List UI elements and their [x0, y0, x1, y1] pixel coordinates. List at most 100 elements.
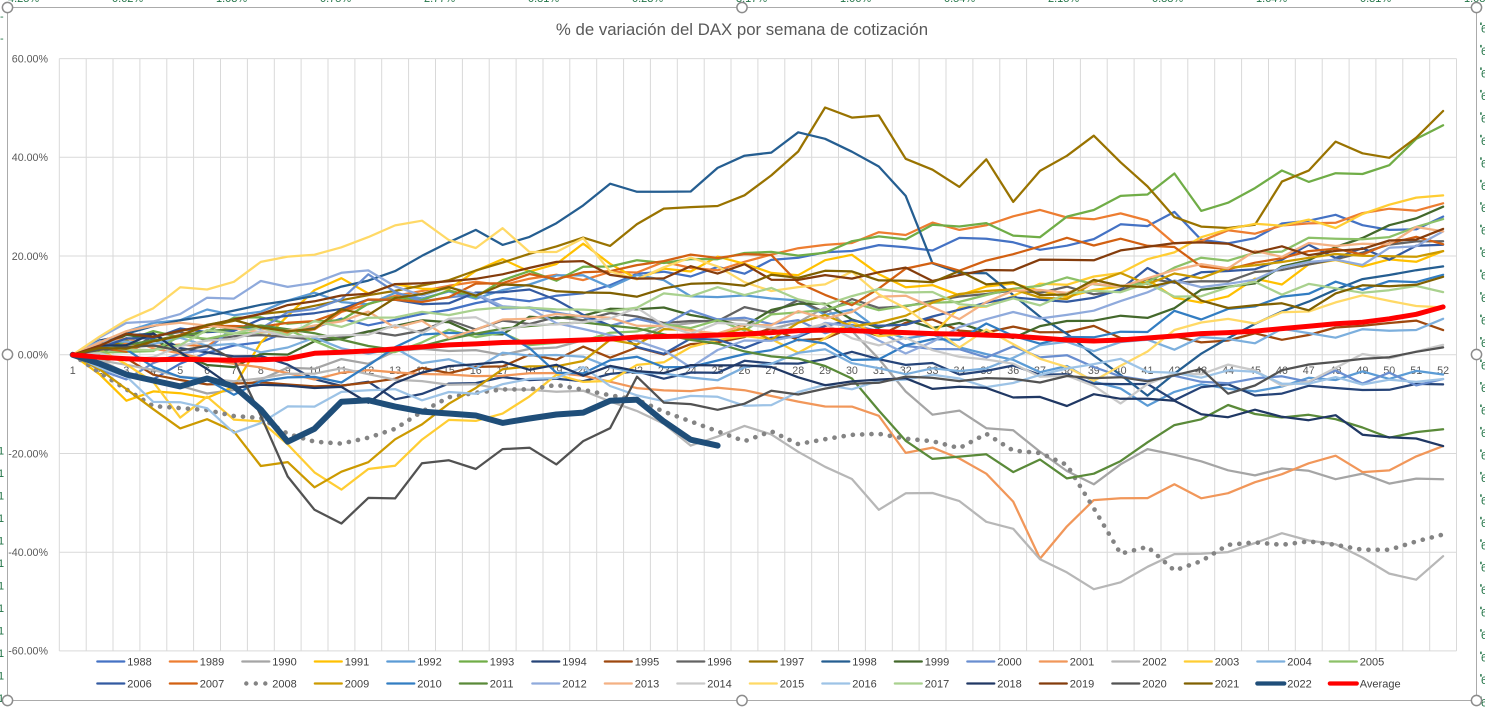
svg-text:6: 6: [1481, 653, 1485, 665]
svg-text:1: 1: [0, 558, 4, 570]
svg-text:0.23%: 0.23%: [632, 0, 663, 5]
svg-text:6: 6: [1481, 113, 1485, 125]
svg-text:0.81%: 0.81%: [528, 0, 559, 5]
svg-text:6: 6: [1481, 518, 1485, 530]
svg-text:37: 37: [1034, 365, 1046, 377]
svg-text:15: 15: [443, 365, 455, 377]
svg-text:6: 6: [1481, 316, 1485, 328]
svg-text:Average: Average: [1360, 678, 1401, 690]
svg-text:6: 6: [1481, 271, 1485, 283]
svg-text:2013: 2013: [635, 678, 659, 690]
svg-text:5: 5: [177, 365, 183, 377]
svg-text:47: 47: [1303, 365, 1315, 377]
svg-text:1: 1: [0, 670, 4, 682]
svg-text:1991: 1991: [345, 656, 369, 668]
svg-text:1: 1: [0, 648, 4, 660]
svg-text:52: 52: [1437, 365, 1449, 377]
svg-text:1: 1: [0, 625, 4, 637]
svg-text:6: 6: [1481, 24, 1485, 36]
svg-text:1992: 1992: [417, 656, 441, 668]
svg-text:6: 6: [1481, 226, 1485, 238]
svg-text:-60.00%: -60.00%: [8, 646, 48, 658]
svg-text:6: 6: [1481, 91, 1485, 103]
svg-text:1996: 1996: [707, 656, 731, 668]
svg-text:0.31%: 0.31%: [1360, 0, 1391, 5]
svg-text:1988: 1988: [127, 656, 151, 668]
svg-text:1.64%: 1.64%: [1256, 0, 1287, 5]
svg-text:25: 25: [712, 365, 724, 377]
svg-text:1993: 1993: [490, 656, 514, 668]
svg-text:19: 19: [550, 365, 562, 377]
svg-text:2003: 2003: [1215, 656, 1239, 668]
svg-text:6: 6: [204, 365, 210, 377]
svg-text:39: 39: [1088, 365, 1100, 377]
svg-text:2011: 2011: [490, 678, 514, 690]
svg-text:0.75%: 0.75%: [320, 0, 351, 5]
svg-text:1: 1: [0, 536, 4, 548]
svg-text:2021: 2021: [1215, 678, 1239, 690]
svg-text:8: 8: [258, 365, 264, 377]
svg-text:3.17%: 3.17%: [736, 0, 767, 5]
svg-text:2019: 2019: [1070, 678, 1094, 690]
svg-text:6: 6: [1481, 181, 1485, 193]
svg-text:0.62%: 0.62%: [112, 0, 143, 5]
svg-text:2.77%: 2.77%: [424, 0, 455, 5]
svg-text:6: 6: [1481, 338, 1485, 350]
svg-text:6: 6: [1481, 450, 1485, 462]
svg-text:26: 26: [739, 365, 751, 377]
svg-text:6: 6: [1481, 675, 1485, 687]
svg-text:38: 38: [1061, 365, 1073, 377]
svg-text:13: 13: [389, 365, 401, 377]
svg-text:2004: 2004: [1287, 656, 1311, 668]
svg-text:1.06%: 1.06%: [840, 0, 871, 5]
svg-text:2006: 2006: [127, 678, 151, 690]
svg-text:28: 28: [792, 365, 804, 377]
svg-text:1: 1: [0, 513, 4, 525]
svg-text:1999: 1999: [925, 656, 949, 668]
svg-text:6: 6: [1481, 585, 1485, 597]
svg-text:2010: 2010: [417, 678, 441, 690]
svg-text:-: -: [0, 33, 4, 45]
svg-text:4.25%: 4.25%: [8, 0, 39, 5]
svg-text:31: 31: [873, 365, 885, 377]
svg-text:6: 6: [1481, 406, 1485, 418]
svg-text:6: 6: [1481, 608, 1485, 620]
svg-text:30: 30: [846, 365, 858, 377]
svg-text:1994: 1994: [562, 656, 586, 668]
svg-text:2001: 2001: [1070, 656, 1094, 668]
svg-text:2005: 2005: [1360, 656, 1384, 668]
svg-text:36: 36: [1007, 365, 1019, 377]
svg-text:50: 50: [1383, 365, 1395, 377]
svg-text:2022: 2022: [1287, 678, 1311, 690]
svg-text:17: 17: [497, 365, 509, 377]
svg-text:2002: 2002: [1142, 656, 1166, 668]
svg-text:6: 6: [1481, 630, 1485, 642]
svg-text:6: 6: [1481, 68, 1485, 80]
svg-text:9: 9: [285, 365, 291, 377]
svg-text:24: 24: [685, 365, 697, 377]
svg-text:1: 1: [0, 446, 4, 458]
svg-text:1: 1: [0, 491, 4, 503]
svg-text:% de variación del DAX por sem: % de variación del DAX por semana de cot…: [556, 20, 928, 39]
svg-text:11: 11: [336, 365, 347, 377]
svg-text:1990: 1990: [272, 656, 296, 668]
svg-text:2017: 2017: [925, 678, 949, 690]
svg-text:40: 40: [1115, 365, 1127, 377]
svg-text:10: 10: [309, 365, 321, 377]
svg-text:6: 6: [1481, 203, 1485, 215]
svg-text:1997: 1997: [780, 656, 804, 668]
svg-text:14: 14: [416, 365, 428, 377]
svg-text:6: 6: [1481, 136, 1485, 148]
svg-text:1: 1: [0, 603, 4, 615]
svg-text:2018: 2018: [997, 678, 1021, 690]
svg-text:6: 6: [1481, 46, 1485, 58]
svg-text:-40.00%: -40.00%: [8, 547, 48, 559]
svg-text:2015: 2015: [780, 678, 804, 690]
svg-text:20.00%: 20.00%: [12, 251, 49, 263]
svg-text:6: 6: [1481, 248, 1485, 260]
svg-text:1989: 1989: [200, 656, 224, 668]
svg-text:1.03%: 1.03%: [216, 0, 247, 5]
svg-text:0.88%: 0.88%: [1152, 0, 1183, 5]
svg-text:1: 1: [0, 468, 4, 480]
svg-text:2007: 2007: [200, 678, 224, 690]
